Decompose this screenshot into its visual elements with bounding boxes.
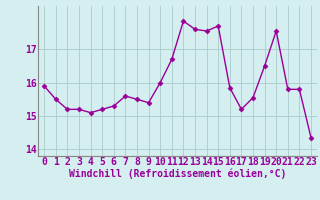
X-axis label: Windchill (Refroidissement éolien,°C): Windchill (Refroidissement éolien,°C) (69, 169, 286, 179)
